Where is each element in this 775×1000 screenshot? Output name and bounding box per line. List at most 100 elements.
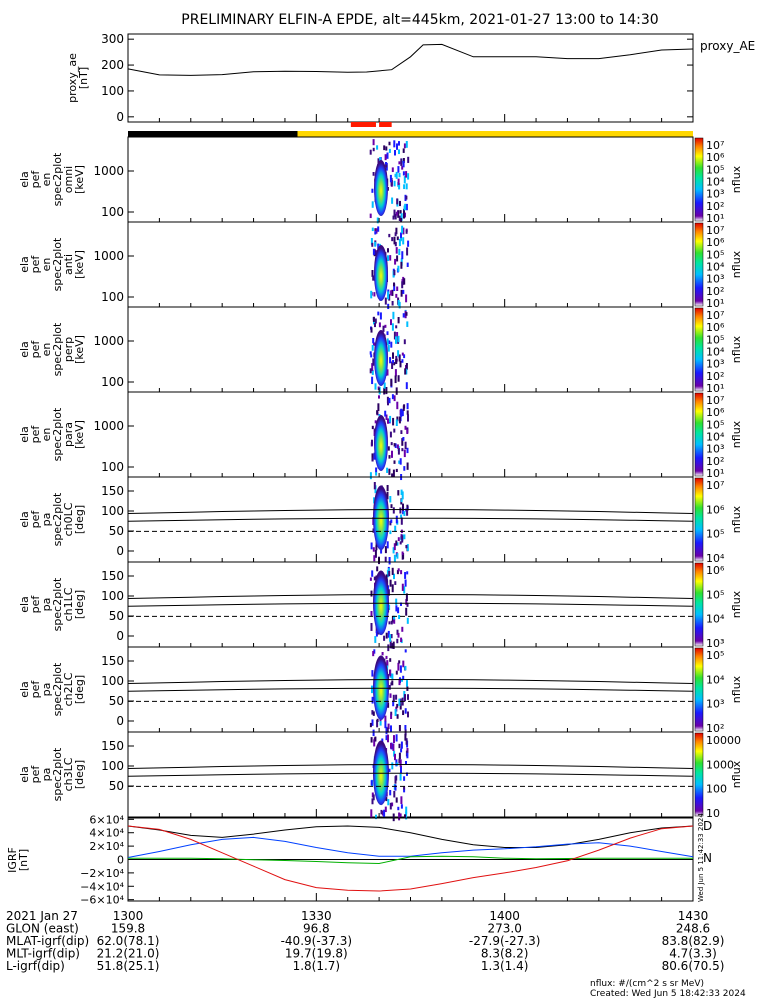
spec-speck [371,570,374,577]
spec-speck [402,660,405,668]
spec-speck [372,651,375,657]
spec-ylabel-line: [deg] [73,505,86,534]
spec-speck [400,602,402,606]
spec-speck [371,363,374,372]
spec-speck [388,233,391,238]
ae-ylabel-line: [nT] [77,67,90,89]
spec-speck [405,811,408,820]
colorbar-tick-label: 10⁷ [706,139,724,152]
orbit-row-label: MLAT-igrf(dip) [6,934,89,948]
spec-speck [395,797,398,803]
spec-speck [387,799,390,806]
spec-speck [395,171,398,179]
spec-speck [390,504,393,509]
spec-ylabel-line: omni [62,166,75,193]
colorbar-tick-label: 10⁶ [706,151,725,164]
spec-speck [393,428,396,433]
spec-speck [393,443,396,447]
spec-speck [391,197,394,204]
spec-speck [405,738,408,745]
losscone-line [127,772,694,777]
spec-speck [389,634,392,642]
spec-speck [400,796,403,804]
orbit-row-label: 2021 Jan 27 [6,909,78,923]
spec-speck [385,797,388,802]
spec-speck [397,375,400,382]
orbit-row-value: 80.6(70.5) [662,959,725,973]
spec-speck [381,652,384,656]
colorbar-label: nflux [730,505,743,533]
colorbar-tick-label: 10³ [706,698,724,711]
spec-speck [398,698,401,706]
spec-speck [393,618,396,624]
igrf-tick-label: 0 [117,854,124,867]
side-timestamp: Wed Jun 5 11:42:33 2024 [697,813,705,902]
losscone-line [127,602,694,607]
spec-speck [389,802,392,810]
spec-speck [372,338,375,344]
spec-speck [391,450,393,458]
spec-speck [405,382,408,390]
igrf-tick-label: −2×10⁴ [80,867,124,880]
spec-speck [387,291,390,300]
spec-speck [369,577,372,581]
orbit-row-value: 1400 [489,909,520,923]
spec-speck [399,759,402,768]
spec-speck [387,446,390,451]
spec-speck [403,208,405,217]
spec-tick-label: 50 [109,609,124,623]
spec-speck [406,504,409,511]
spec-speck [389,255,392,261]
colorbar-tick-label: 10² [706,200,724,213]
spec-speck [395,336,397,344]
spec-frame [127,136,694,223]
spec-speck [393,283,396,292]
spec-speck [398,141,400,146]
orbit-row-label: GLON (east) [6,922,79,936]
spec-panel-1: 1000100elapefenspec2plotanti[keV]10⁷10⁶1… [18,221,743,310]
spec-speck [370,611,373,617]
colorbar-tick-label: 10³ [706,637,724,650]
spec-speck [393,331,396,340]
spec-core [373,414,388,472]
spec-speck [401,448,404,452]
spec-speck [396,703,399,708]
spec-speck [401,626,404,632]
orbit-row-value: 1.8(1.7) [293,959,341,973]
colorbar [694,392,704,477]
spec-speck [396,255,399,262]
spec-speck [391,643,394,649]
spec-speck [384,556,387,562]
spec-speck [370,737,373,743]
units-note: nflux: #/(cm^2 s sr MeV) [590,979,704,989]
spec-speck [396,542,399,546]
igrf-tick-label: −4×10⁴ [80,880,124,893]
spec-ylabel-line: pef [29,595,42,614]
spec-ylabel-line: [deg] [73,590,86,619]
spec-panel-3: 1000100elapefenspec2plotpara[keV]10⁷10⁶1… [18,391,743,481]
spec-speck [376,718,379,722]
spec-speck [385,414,388,420]
spec-tick-label: 150 [101,569,124,583]
spec-ylabel-line: [deg] [73,760,86,789]
spec-speck [390,743,392,749]
spec-speck [387,589,390,596]
spec-speck [372,139,375,146]
spec-speck [387,255,389,261]
status-bar-red [379,122,392,127]
spec-speck [406,680,408,687]
spec-speck [392,417,395,426]
igrf-tick-label: 6×10⁴ [89,813,124,826]
spec-speck [397,537,400,542]
spec-speck [400,637,403,642]
spec-tick-label: 50 [109,524,124,538]
spec-ylabel-line: spec2plot [51,322,64,376]
spec-speck [396,286,399,291]
spec-speck [385,164,388,168]
spec-speck [397,300,400,306]
spec-speck [397,806,400,811]
spec-speck [389,496,392,503]
spec-speck [396,629,399,635]
